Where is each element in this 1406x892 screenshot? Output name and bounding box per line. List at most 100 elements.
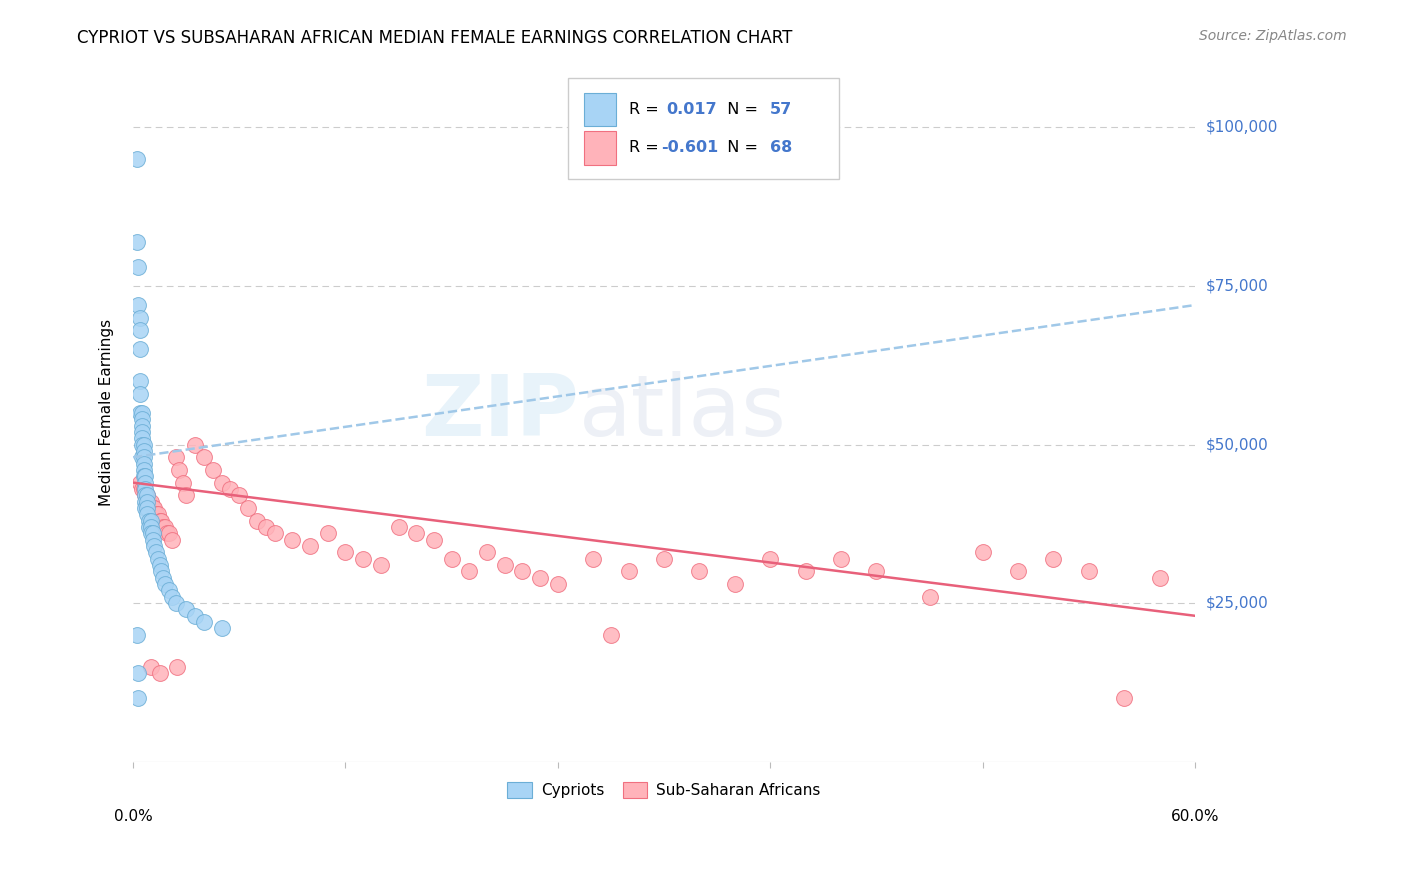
Point <box>142 533 165 547</box>
Point <box>134 488 156 502</box>
Point <box>136 488 159 502</box>
Point <box>142 526 165 541</box>
Point <box>127 298 149 312</box>
Text: $25,000: $25,000 <box>1206 596 1268 611</box>
Text: 60.0%: 60.0% <box>1171 809 1219 824</box>
Point <box>172 475 194 490</box>
Point <box>316 526 339 541</box>
Point <box>387 520 409 534</box>
Text: 68: 68 <box>770 140 793 155</box>
Point <box>405 526 427 541</box>
Text: $100,000: $100,000 <box>1206 120 1278 135</box>
Point <box>972 545 994 559</box>
Point <box>157 583 180 598</box>
Point <box>918 590 941 604</box>
Point <box>1149 571 1171 585</box>
Point <box>167 463 190 477</box>
Bar <box>585 93 616 126</box>
Point <box>132 437 155 451</box>
Point <box>125 628 148 642</box>
Point <box>149 514 172 528</box>
Point <box>143 500 166 515</box>
Point <box>211 622 233 636</box>
Text: R =: R = <box>628 102 664 117</box>
Point <box>127 260 149 274</box>
Point <box>688 565 710 579</box>
Point <box>146 508 169 522</box>
Point <box>263 526 285 541</box>
Point <box>794 565 817 579</box>
Text: 0.0%: 0.0% <box>114 809 152 824</box>
Point <box>127 665 149 680</box>
Point <box>475 545 498 559</box>
Point <box>136 508 159 522</box>
Legend: Cypriots, Sub-Saharan Africans: Cypriots, Sub-Saharan Africans <box>502 776 827 805</box>
Point <box>132 482 155 496</box>
Point <box>236 500 259 515</box>
Point <box>246 514 269 528</box>
Point <box>600 628 623 642</box>
Point <box>129 387 152 401</box>
Point <box>139 494 162 508</box>
Point <box>830 551 852 566</box>
Point <box>132 463 155 477</box>
Point <box>136 494 159 508</box>
Point <box>529 571 551 585</box>
Point <box>139 659 162 673</box>
Point <box>352 551 374 566</box>
Point <box>131 406 153 420</box>
Point <box>139 526 162 541</box>
Point <box>1007 565 1029 579</box>
Point <box>617 565 640 579</box>
Point <box>139 514 162 528</box>
Point <box>440 551 463 566</box>
Point <box>139 520 162 534</box>
Text: Source: ZipAtlas.com: Source: ZipAtlas.com <box>1199 29 1347 43</box>
Point <box>131 431 153 445</box>
Point <box>129 323 152 337</box>
Text: CYPRIOT VS SUBSAHARAN AFRICAN MEDIAN FEMALE EARNINGS CORRELATION CHART: CYPRIOT VS SUBSAHARAN AFRICAN MEDIAN FEM… <box>77 29 793 46</box>
Point <box>219 482 242 496</box>
Text: 0.017: 0.017 <box>666 102 717 117</box>
Point <box>129 406 152 420</box>
Point <box>193 450 215 465</box>
Point <box>134 500 156 515</box>
Point <box>129 475 152 490</box>
Point <box>131 412 153 426</box>
Point <box>129 374 152 388</box>
Point <box>254 520 277 534</box>
Point <box>131 425 153 439</box>
Point <box>142 500 165 515</box>
Point <box>132 443 155 458</box>
Point <box>1114 691 1136 706</box>
Point <box>131 418 153 433</box>
Point <box>423 533 446 547</box>
Point <box>153 577 176 591</box>
Point <box>160 590 183 604</box>
Point <box>132 457 155 471</box>
Point <box>165 596 187 610</box>
Point <box>149 665 172 680</box>
Y-axis label: Median Female Earnings: Median Female Earnings <box>100 319 114 507</box>
Point <box>547 577 569 591</box>
Point <box>131 450 153 465</box>
Point <box>512 565 534 579</box>
Text: R =: R = <box>628 140 664 155</box>
Point <box>131 482 153 496</box>
Point <box>149 558 172 572</box>
Point <box>146 551 169 566</box>
Point <box>145 508 167 522</box>
Point <box>299 539 322 553</box>
Text: atlas: atlas <box>579 371 787 454</box>
Point <box>127 691 149 706</box>
Point <box>281 533 304 547</box>
Point <box>865 565 887 579</box>
Point <box>211 475 233 490</box>
Point <box>134 475 156 490</box>
Point <box>1042 551 1064 566</box>
Point <box>458 565 481 579</box>
Point <box>156 526 179 541</box>
Point <box>125 152 148 166</box>
Point <box>134 488 156 502</box>
Point <box>184 437 207 451</box>
